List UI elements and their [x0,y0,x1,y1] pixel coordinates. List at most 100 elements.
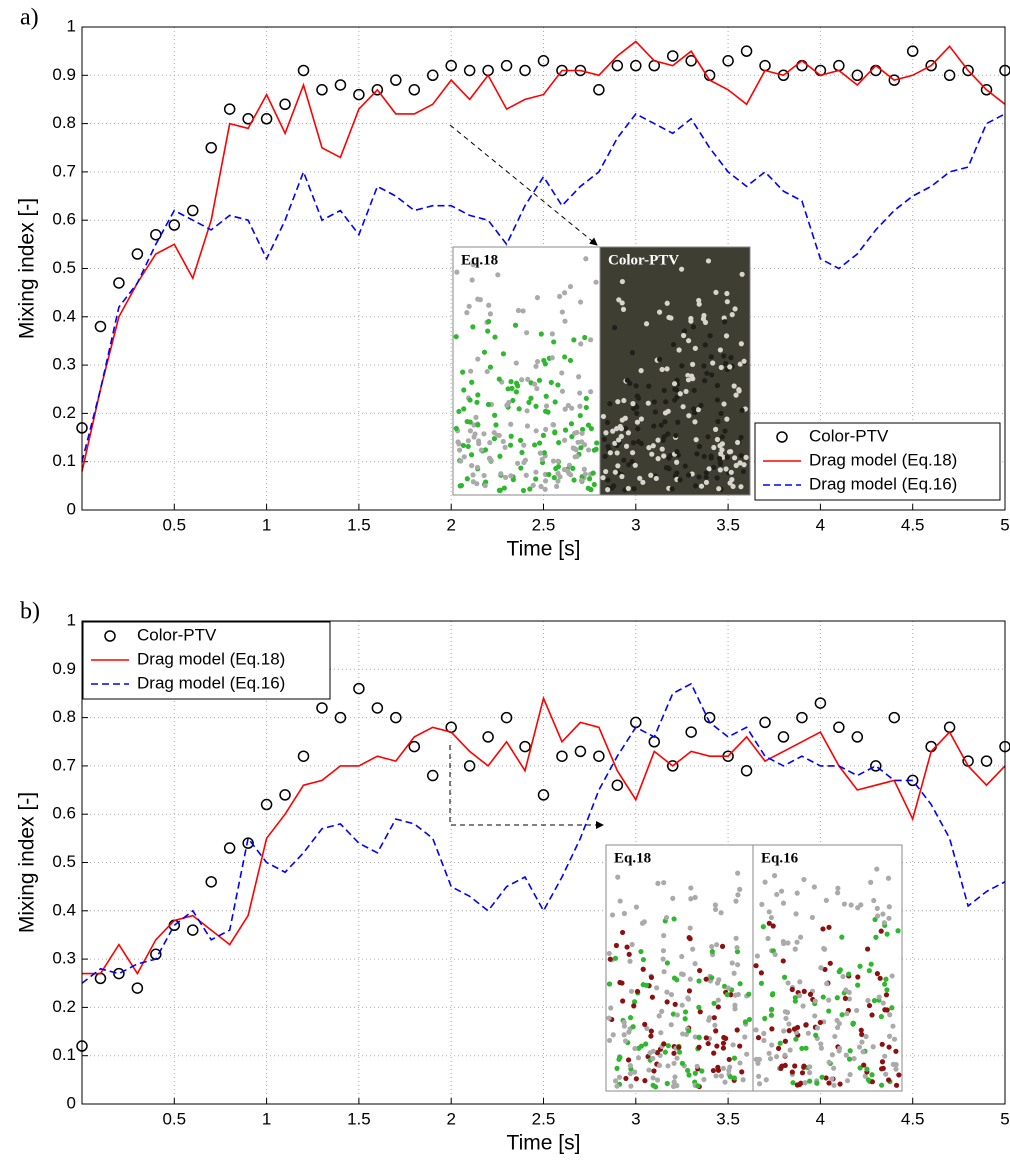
inset-particle [588,425,594,432]
inset-particle [664,366,670,372]
inset-particle [766,920,772,926]
data-marker [556,750,568,762]
inset-particle [612,1078,619,1084]
inset-particle [646,445,652,451]
inset-particle [498,471,504,477]
inset-particle [803,1045,809,1051]
inset-particle [879,1041,885,1047]
inset-particle [711,1000,717,1006]
inset-particle [603,430,609,436]
inset-particle [622,415,628,421]
data-marker [593,750,605,762]
inset-particle [594,440,600,446]
inset-particle [461,406,467,412]
inset-particle [834,1017,840,1023]
inset-particle [566,462,573,468]
inset-particle [478,447,485,453]
inset-particle [552,429,558,435]
inset-label: Eq.18 [461,252,498,268]
inset-particle [701,312,707,319]
inset-particle [688,896,694,902]
inset-particle [456,408,462,415]
inset-particle [634,988,641,995]
inset-particle [797,993,803,999]
inset-particle [722,428,728,434]
inset-particle [807,1070,813,1076]
inset-particle [739,271,745,277]
inset-particle [525,376,531,382]
inset-particle [697,967,703,974]
inset-particle [885,875,892,881]
data-marker [980,755,993,767]
inset-particle [568,472,574,478]
inset-particle [826,924,832,930]
inset-particle [621,910,627,917]
inset-particle [606,1037,613,1044]
inset-particle [827,960,833,966]
inset-particle [844,1011,850,1017]
inset-particle [878,1014,884,1020]
inset-particle [496,487,502,493]
inset-particle [690,946,696,952]
inset-particle [470,324,476,330]
inset-particle [834,1024,841,1031]
inset-particle [777,1040,783,1046]
plot-frame [81,26,1006,511]
inset-particle [466,303,472,309]
inset-particle [458,482,465,489]
inset-particle [551,475,557,481]
inset-particle [709,975,715,981]
y-tick-label: 0.7 [52,755,76,774]
inset-particle [831,1065,837,1071]
inset-particle [768,1012,775,1018]
inset-particle [607,956,613,962]
inset-particle [701,1076,707,1083]
inset-particle [588,389,594,395]
inset-particle [671,381,678,387]
inset-particle [617,1054,623,1061]
inset-particle [880,1000,886,1006]
inset-particle [770,923,776,929]
inset-particle [725,985,731,991]
inset-particle [630,401,636,407]
data-marker [777,731,790,743]
inset-particle [626,951,632,957]
inset-particle [650,443,656,449]
inset-particle [785,940,791,946]
inset-particle [705,434,711,440]
inset-particle [674,1012,680,1018]
inset-particle [648,1033,654,1039]
inset-particle [614,1065,620,1071]
inset-particle [696,1044,702,1050]
data-marker [685,726,697,738]
inset-particle [891,1036,898,1042]
inset-particle [586,476,593,482]
inset-particle [662,1049,668,1055]
inset-particle [724,992,730,998]
inset-particle [659,366,665,373]
inset-particle [768,914,775,921]
inset-particle [739,407,745,413]
inset-particle [738,453,744,459]
inset-particle [843,987,849,993]
inset-particle [731,383,737,389]
inset-particle [513,389,520,395]
inset-particle [732,1002,738,1008]
inset-particle [486,318,492,325]
inset-particle [633,383,639,389]
inset-particle [655,456,661,462]
x-tick-label: 5 [1000,515,1009,534]
inset-particle [847,1071,853,1078]
inset-particle [886,915,892,921]
inset-particle [691,387,697,393]
inset-particle [785,980,791,986]
inset-particle [660,948,667,954]
inset-particle [613,942,620,949]
inset-particle [721,353,727,359]
inset-particle [794,939,800,945]
inset-label: Eq.16 [761,850,799,866]
inset-particle [769,1026,775,1032]
inset-particle [766,909,772,915]
panel-label: b) [20,599,40,625]
inset-particle [458,458,464,464]
